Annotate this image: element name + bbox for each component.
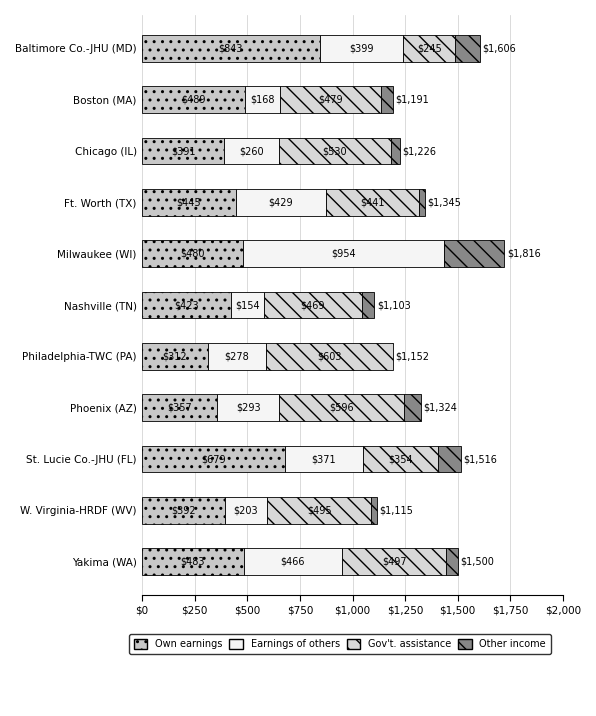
- Text: $371: $371: [312, 454, 336, 464]
- Bar: [243, 241, 444, 267]
- Text: $469: $469: [300, 300, 325, 310]
- Text: $423: $423: [175, 300, 199, 310]
- Text: $1,816: $1,816: [507, 248, 541, 258]
- Text: $278: $278: [225, 352, 250, 362]
- Bar: [319, 35, 403, 62]
- Bar: [142, 241, 243, 267]
- Text: $497: $497: [382, 557, 406, 567]
- Bar: [390, 137, 400, 165]
- Text: $1,516: $1,516: [464, 454, 498, 464]
- Text: $357: $357: [167, 402, 192, 412]
- Bar: [285, 445, 363, 473]
- Bar: [142, 343, 208, 369]
- Bar: [245, 87, 280, 113]
- Bar: [268, 497, 371, 523]
- Bar: [362, 291, 374, 319]
- Bar: [404, 395, 421, 421]
- Bar: [208, 343, 266, 369]
- Bar: [244, 548, 342, 575]
- Bar: [444, 241, 504, 267]
- Bar: [263, 291, 362, 319]
- Bar: [455, 35, 480, 62]
- Text: $445: $445: [176, 198, 201, 208]
- Text: $429: $429: [269, 198, 293, 208]
- Text: $1,606: $1,606: [483, 44, 516, 54]
- Bar: [142, 291, 231, 319]
- Bar: [363, 445, 437, 473]
- Bar: [403, 35, 455, 62]
- Text: $1,191: $1,191: [395, 95, 429, 105]
- Bar: [381, 87, 393, 113]
- Bar: [279, 137, 390, 165]
- Text: $312: $312: [163, 352, 187, 362]
- Text: $1,226: $1,226: [403, 146, 437, 156]
- Bar: [218, 395, 279, 421]
- Text: $483: $483: [181, 557, 205, 567]
- Bar: [142, 548, 244, 575]
- Text: $392: $392: [171, 505, 195, 516]
- Text: $391: $391: [171, 146, 195, 156]
- Bar: [142, 445, 285, 473]
- Bar: [142, 87, 245, 113]
- Bar: [419, 189, 425, 216]
- Text: $399: $399: [349, 44, 374, 54]
- Bar: [266, 343, 393, 369]
- Bar: [142, 137, 225, 165]
- Text: $1,115: $1,115: [379, 505, 413, 516]
- Text: $441: $441: [360, 198, 384, 208]
- Bar: [142, 395, 218, 421]
- Bar: [326, 189, 419, 216]
- Bar: [342, 548, 446, 575]
- Bar: [371, 497, 377, 523]
- Bar: [142, 35, 319, 62]
- Bar: [446, 548, 458, 575]
- Text: $480: $480: [181, 248, 205, 258]
- Bar: [225, 497, 268, 523]
- Bar: [280, 87, 381, 113]
- Bar: [142, 497, 225, 523]
- Text: $203: $203: [234, 505, 258, 516]
- Text: $354: $354: [388, 454, 412, 464]
- Text: $479: $479: [318, 95, 343, 105]
- Bar: [437, 445, 461, 473]
- Text: $168: $168: [250, 95, 275, 105]
- Bar: [225, 137, 279, 165]
- Text: $954: $954: [331, 248, 356, 258]
- Text: $466: $466: [281, 557, 305, 567]
- Bar: [231, 291, 263, 319]
- Text: $843: $843: [219, 44, 243, 54]
- Text: $154: $154: [235, 300, 260, 310]
- Text: $245: $245: [417, 44, 442, 54]
- Text: $489: $489: [181, 95, 206, 105]
- Bar: [142, 189, 236, 216]
- Text: $260: $260: [240, 146, 264, 156]
- Bar: [279, 395, 404, 421]
- Text: $1,500: $1,500: [460, 557, 494, 567]
- Text: $1,152: $1,152: [396, 352, 430, 362]
- Text: $679: $679: [201, 454, 226, 464]
- Text: $530: $530: [322, 146, 347, 156]
- Legend: Own earnings, Earnings of others, Gov't. assistance, Other income: Own earnings, Earnings of others, Gov't.…: [129, 634, 551, 654]
- Text: $603: $603: [318, 352, 342, 362]
- Text: $293: $293: [236, 402, 260, 412]
- Text: $1,324: $1,324: [423, 402, 457, 412]
- Text: $1,103: $1,103: [377, 300, 411, 310]
- Text: $495: $495: [307, 505, 332, 516]
- Text: $596: $596: [330, 402, 354, 412]
- Bar: [236, 189, 326, 216]
- Text: $1,345: $1,345: [428, 198, 461, 208]
